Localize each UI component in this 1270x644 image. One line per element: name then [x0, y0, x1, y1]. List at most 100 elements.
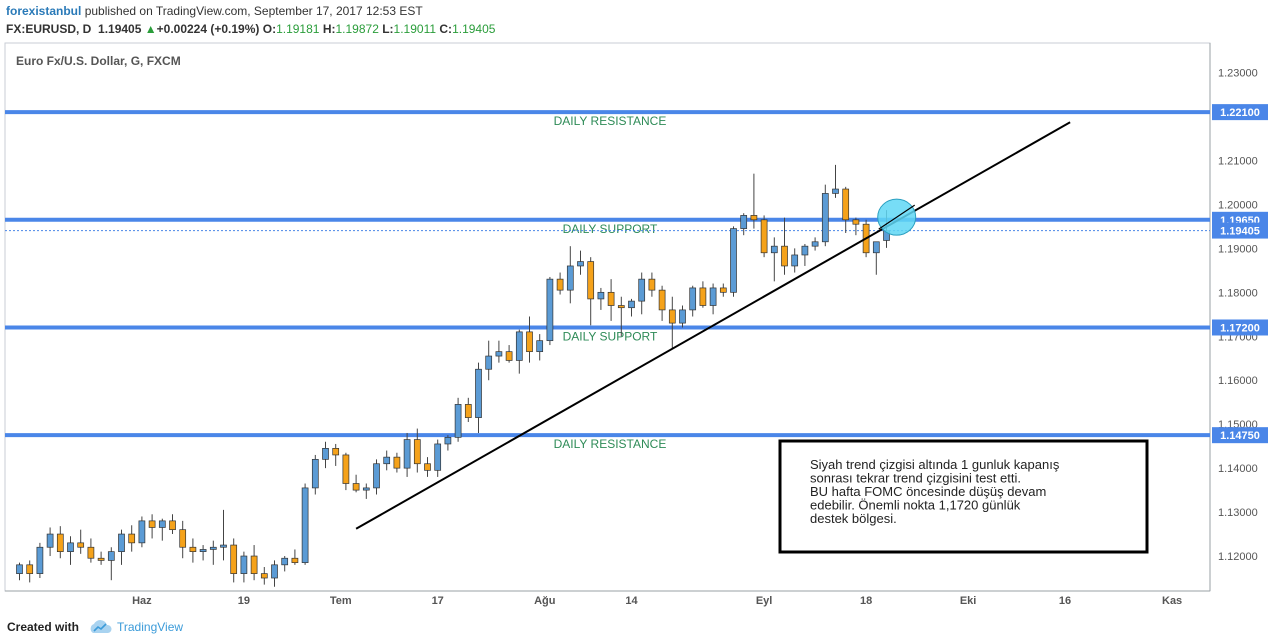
candle: [770, 237, 778, 282]
candle: [383, 450, 391, 471]
y-tick-label: 1.18000: [1218, 287, 1258, 299]
candle-body: [709, 287, 717, 306]
candle-body: [597, 291, 605, 300]
candle: [628, 298, 635, 317]
candle-body: [577, 261, 584, 267]
candle: [148, 514, 156, 539]
candle-body: [730, 228, 737, 293]
candle: [617, 296, 625, 337]
candle-body: [67, 542, 74, 552]
candle-body: [842, 188, 850, 221]
level-label: DAILY RESISTANCE: [554, 437, 667, 451]
price-chart[interactable]: Euro Fx/U.S. Dollar, G, FXCM 1.23000 1.21…: [0, 42, 1270, 612]
candle-body: [791, 254, 799, 267]
level-price-badge: [1212, 319, 1268, 336]
last-price-badge: [1212, 222, 1268, 239]
x-tick-label: Haz: [132, 595, 152, 607]
candle: [872, 241, 880, 275]
y-tick-label: 1.20000: [1218, 199, 1258, 211]
candle-body: [362, 487, 370, 491]
candle: [342, 452, 350, 491]
candle: [536, 334, 544, 361]
level-price-label: 1.14750: [1220, 430, 1260, 442]
candle: [495, 340, 503, 363]
candle-body: [628, 300, 635, 309]
candle: [158, 518, 166, 541]
candle-body: [189, 546, 197, 552]
tradingview-link[interactable]: TradingView: [117, 620, 184, 634]
y-tick-label: 1.14000: [1218, 463, 1258, 475]
candle-body: [444, 437, 452, 445]
candle: [781, 217, 788, 275]
candle-body: [281, 557, 289, 566]
candle: [638, 272, 646, 315]
candle: [424, 457, 431, 477]
level-price-badge: [1212, 427, 1268, 444]
candle-body: [36, 546, 44, 574]
candle-body: [332, 448, 340, 456]
candle-body: [658, 289, 666, 311]
publish-info: published on TradingView.com, September …: [81, 4, 423, 18]
note-line: destek bölgesi.: [810, 511, 897, 526]
y-tick-label: 1.21000: [1218, 155, 1258, 167]
trend-line: [355, 121, 1071, 530]
note-line: sonrası tekrar trend çizgisini test etti…: [810, 471, 1021, 486]
candle: [444, 435, 452, 451]
candle: [209, 540, 217, 565]
level-price-badge: [1212, 104, 1268, 121]
candle: [26, 560, 34, 583]
note-line: BU hafta FOMC öncesinde düşüş devam: [810, 484, 1046, 499]
candle-body: [424, 463, 431, 471]
candle-body: [740, 215, 748, 229]
last-price: 1.19405: [98, 22, 142, 36]
candle: [393, 452, 401, 473]
low-label: L:: [382, 22, 394, 36]
candle: [852, 217, 860, 236]
level-price-label: 1.22100: [1220, 107, 1260, 119]
candle-body: [546, 278, 554, 342]
candle-body: [26, 564, 34, 574]
candle-body: [383, 456, 391, 465]
x-tick-label: Kas: [1162, 595, 1182, 607]
candle: [556, 272, 564, 295]
candle-body: [587, 261, 595, 300]
candle: [587, 257, 595, 326]
candle-body: [271, 564, 278, 579]
low-value: 1.19011: [393, 22, 437, 36]
note-frame: [778, 439, 1149, 554]
candle-body: [77, 542, 85, 548]
candle: [526, 316, 533, 363]
candle-body: [97, 557, 105, 561]
candle-body: [770, 245, 778, 254]
candle-body: [220, 544, 227, 548]
candle: [607, 279, 615, 321]
candle: [291, 549, 299, 565]
candle: [260, 567, 268, 585]
candle: [332, 443, 340, 466]
candle: [189, 538, 197, 563]
candle: [311, 454, 319, 495]
candle-body: [118, 533, 125, 552]
candle-body: [158, 520, 166, 528]
candle: [36, 542, 44, 579]
candle-body: [566, 265, 574, 291]
x-tick-label: Eyl: [756, 595, 773, 607]
candle-body: [781, 245, 788, 267]
candle: [464, 397, 472, 422]
candle-body: [240, 555, 248, 574]
candles: [16, 164, 890, 587]
candle: [403, 432, 411, 477]
note-line: edebilir. Önemli nokta 1,1720 günlük: [810, 498, 1021, 513]
candle-body: [750, 215, 758, 221]
candle-body: [607, 291, 615, 306]
candle-body: [250, 555, 258, 574]
candle-body: [373, 463, 380, 489]
candle: [597, 287, 605, 310]
level-price-label: 1.17200: [1220, 322, 1260, 334]
candle: [46, 527, 54, 557]
level-label: DAILY SUPPORT: [563, 329, 658, 343]
candle: [107, 547, 115, 581]
chart-title: Euro Fx/U.S. Dollar, G, FXCM: [16, 54, 181, 68]
candle-body: [230, 544, 238, 574]
author-link[interactable]: forexistanbul: [6, 4, 82, 18]
